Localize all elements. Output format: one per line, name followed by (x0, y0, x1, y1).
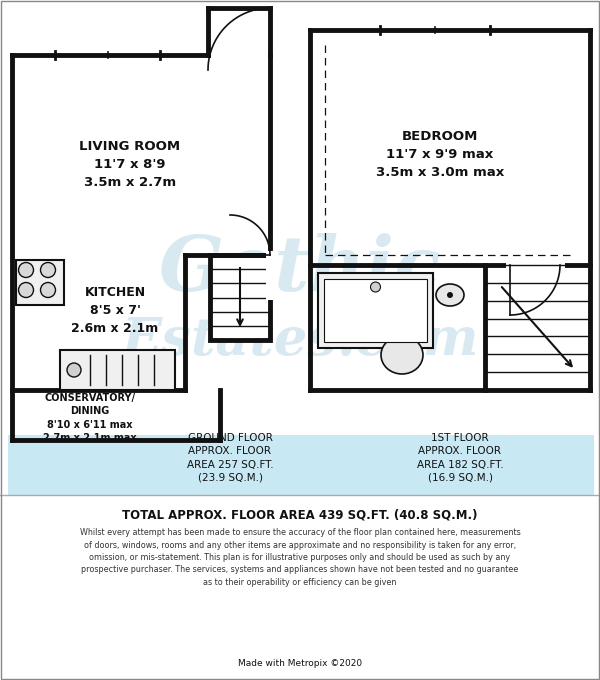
Ellipse shape (381, 336, 423, 374)
Text: Estates.com: Estates.com (121, 314, 479, 366)
Circle shape (41, 282, 56, 298)
Text: KITCHEN
8'5 x 7'
2.6m x 2.1m: KITCHEN 8'5 x 7' 2.6m x 2.1m (71, 286, 158, 335)
Circle shape (19, 282, 34, 298)
Bar (60, 350, 175, 390)
Text: TOTAL APPROX. FLOOR AREA 439 SQ.FT. (40.8 SQ.M.): TOTAL APPROX. FLOOR AREA 439 SQ.FT. (40.… (122, 508, 478, 521)
Text: CONSERVATORY/
DINING
8'10 x 6'11 max
2.7m x 2.1m max: CONSERVATORY/ DINING 8'10 x 6'11 max 2.7… (43, 393, 137, 443)
Bar (210, 255, 270, 340)
Circle shape (41, 262, 56, 277)
Bar (16, 260, 64, 305)
Circle shape (19, 262, 34, 277)
Bar (8, 435, 594, 495)
Ellipse shape (436, 284, 464, 306)
Text: 1ST FLOOR
APPROX. FLOOR
AREA 182 SQ.FT.
(16.9 SQ.M.): 1ST FLOOR APPROX. FLOOR AREA 182 SQ.FT. … (416, 433, 503, 483)
Circle shape (67, 363, 81, 377)
Text: Gothic: Gothic (159, 233, 441, 307)
Bar (485, 265, 590, 390)
Text: BEDROOM
11'7 x 9'9 max
3.5m x 3.0m max: BEDROOM 11'7 x 9'9 max 3.5m x 3.0m max (376, 131, 504, 180)
Bar (324, 279, 427, 342)
Text: GROUND FLOOR
APPROX. FLOOR
AREA 257 SQ.FT.
(23.9 SQ.M.): GROUND FLOOR APPROX. FLOOR AREA 257 SQ.F… (187, 433, 274, 483)
Text: LIVING ROOM
11'7 x 8'9
3.5m x 2.7m: LIVING ROOM 11'7 x 8'9 3.5m x 2.7m (79, 141, 181, 190)
Text: Whilst every attempt has been made to ensure the accuracy of the floor plan cont: Whilst every attempt has been made to en… (80, 528, 520, 587)
Bar (318, 273, 433, 348)
Circle shape (447, 292, 453, 298)
Text: Made with Metropix ©2020: Made with Metropix ©2020 (238, 659, 362, 668)
Circle shape (371, 282, 380, 292)
Bar (380, 310, 425, 335)
